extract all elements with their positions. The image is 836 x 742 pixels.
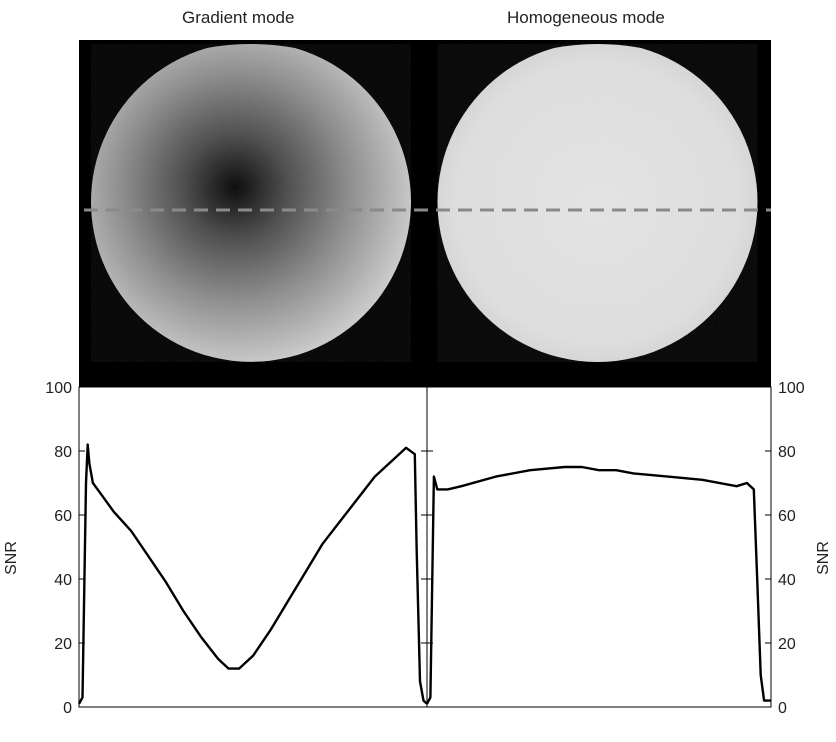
homogeneous-mode-snr-line: [425, 465, 771, 705]
y-tick-label-left-80: 80: [54, 444, 72, 461]
y-tick-label-left-60: 60: [54, 508, 72, 525]
y-tick-label-right-0: 0: [778, 700, 787, 717]
homogeneous-mode-phantom: [437, 44, 758, 362]
y-tick-label-right-20: 20: [778, 636, 796, 653]
y-tick-label-left-20: 20: [54, 636, 72, 653]
y-tick-label-right-100: 100: [778, 380, 805, 397]
y-tick-label-right-60: 60: [778, 508, 796, 525]
plot-frame: [78, 386, 772, 708]
right-panel-title: Homogeneous mode: [507, 8, 665, 27]
y-tick-label-left-100: 100: [45, 380, 72, 397]
gradient-mode-snr-line: [77, 443, 428, 705]
left-panel-title: Gradient mode: [182, 8, 295, 27]
y-axis-label-right: SNR: [815, 541, 832, 575]
y-axis-label-left: SNR: [3, 541, 20, 575]
y-tick-label-right-80: 80: [778, 444, 796, 461]
y-tick-label-right-40: 40: [778, 572, 796, 589]
y-tick-label-left-40: 40: [54, 572, 72, 589]
gradient-mode-phantom: [91, 44, 411, 362]
y-tick-label-left-0: 0: [63, 700, 72, 717]
snr-plot-area: 0 0 20 20 40 40 60 60 80 80 100 100 SNR SNR: [3, 380, 832, 717]
tick-labels: 0 0 20 20 40 40 60 60 80 80 100 100: [45, 380, 805, 717]
